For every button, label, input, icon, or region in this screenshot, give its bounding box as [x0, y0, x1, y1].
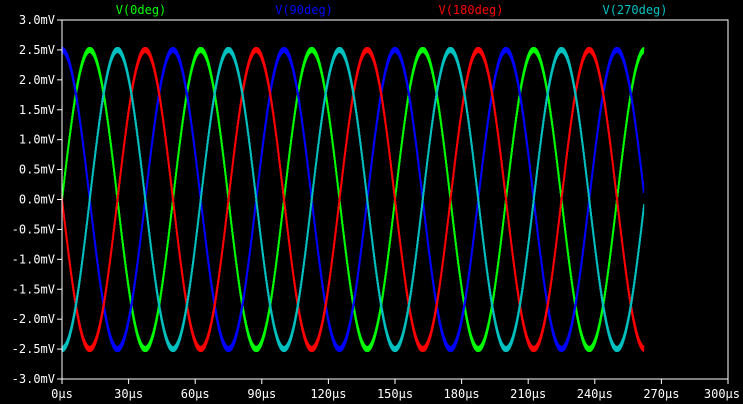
y-tick-label: -0.5mV: [12, 222, 55, 236]
x-tick-label: 90µs: [247, 387, 276, 401]
y-tick-label: 2.0mV: [19, 73, 55, 87]
trace-v-270deg-[interactable]: [61, 47, 645, 352]
y-tick-label: -3.0mV: [12, 372, 55, 386]
x-tick-label: 60µs: [181, 387, 210, 401]
y-tick-label: 0.0mV: [19, 193, 55, 207]
legend[interactable]: V(0deg) V(90deg) V(180deg) V(270deg): [116, 3, 668, 17]
y-tick-label: 3.0mV: [19, 13, 55, 27]
x-axis: 0µs 30µs 60µs 90µs 120µs 150µs 180µs 210µs 240µs…: [51, 379, 740, 401]
x-tick-label: 270µs: [643, 387, 679, 401]
y-tick-label: 2.5mV: [19, 43, 55, 57]
x-tick-label: 120µs: [310, 387, 346, 401]
y-tick-label: 1.0mV: [19, 133, 55, 147]
y-tick-label: -1.0mV: [12, 252, 55, 266]
x-tick-label: 240µs: [577, 387, 613, 401]
x-tick-label: 180µs: [444, 387, 480, 401]
x-tick-label: 30µs: [114, 387, 143, 401]
x-tick-label: 0µs: [51, 387, 73, 401]
legend-entry-v-270deg-[interactable]: V(270deg): [602, 3, 667, 17]
y-tick-label: 0.5mV: [19, 163, 55, 177]
x-tick-label: 210µs: [510, 387, 546, 401]
y-tick-label: 1.5mV: [19, 103, 55, 117]
y-axis: 3.0mV 2.5mV 2.0mV 1.5mV 1.0mV 0.5mV 0.0mV -0.5m…: [12, 13, 62, 386]
y-tick-label: -2.5mV: [12, 342, 55, 356]
legend-entry-v-180deg-[interactable]: V(180deg): [438, 3, 503, 17]
y-tick-label: -2.0mV: [12, 312, 55, 326]
legend-entry-v-0deg-[interactable]: V(0deg): [116, 3, 167, 17]
x-tick-label: 300µs: [704, 387, 740, 401]
x-tick-label: 150µs: [377, 387, 413, 401]
trace-layer: [61, 47, 645, 352]
y-tick-label: -1.5mV: [12, 282, 55, 296]
legend-entry-v-90deg-[interactable]: V(90deg): [275, 3, 333, 17]
